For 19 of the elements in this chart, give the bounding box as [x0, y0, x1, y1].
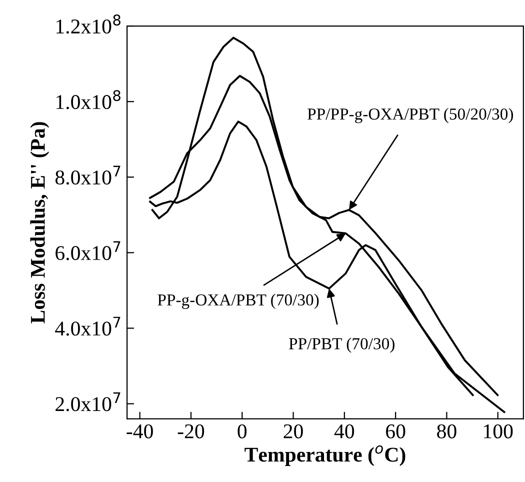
y-tick-label: 4.0x10$^{7}$ [55, 316, 120, 336]
y-axis-title: Loss Modulus, E'' (Pa) [30, 122, 50, 324]
x-tick-label: 80 [437, 424, 456, 438]
x-tick-label: -20 [178, 424, 204, 438]
y-tick-label: 1.0x10$^{8}$ [56, 90, 120, 110]
x-tick-label: 60 [386, 424, 406, 438]
x-tick-label: 100 [484, 424, 513, 438]
y-tick-label: 8.0x10$^{7}$ [55, 166, 120, 185]
annotation: PP/PBT (70/30) [289, 338, 394, 353]
y-tick-label: 2.0x10$^{7}$ [56, 392, 120, 412]
x-tick-label: -40 [126, 424, 153, 438]
x-tick-label: 0 [238, 424, 247, 438]
annotation: PP/PP-g-OXA/PBT (50/20/30) [308, 108, 514, 124]
x-tick-label: 40 [334, 424, 354, 438]
x-tick-label: 20 [284, 424, 303, 438]
annotation: PP-g-OXA/PBT (70/30) [158, 294, 319, 309]
y-tick-label: 1.2x10$^{8}$ [56, 14, 120, 34]
x-axis-title: Temperature ($^{o}$C) [244, 445, 406, 466]
y-tick-label: 6.0x10$^{7}$ [56, 241, 120, 260]
